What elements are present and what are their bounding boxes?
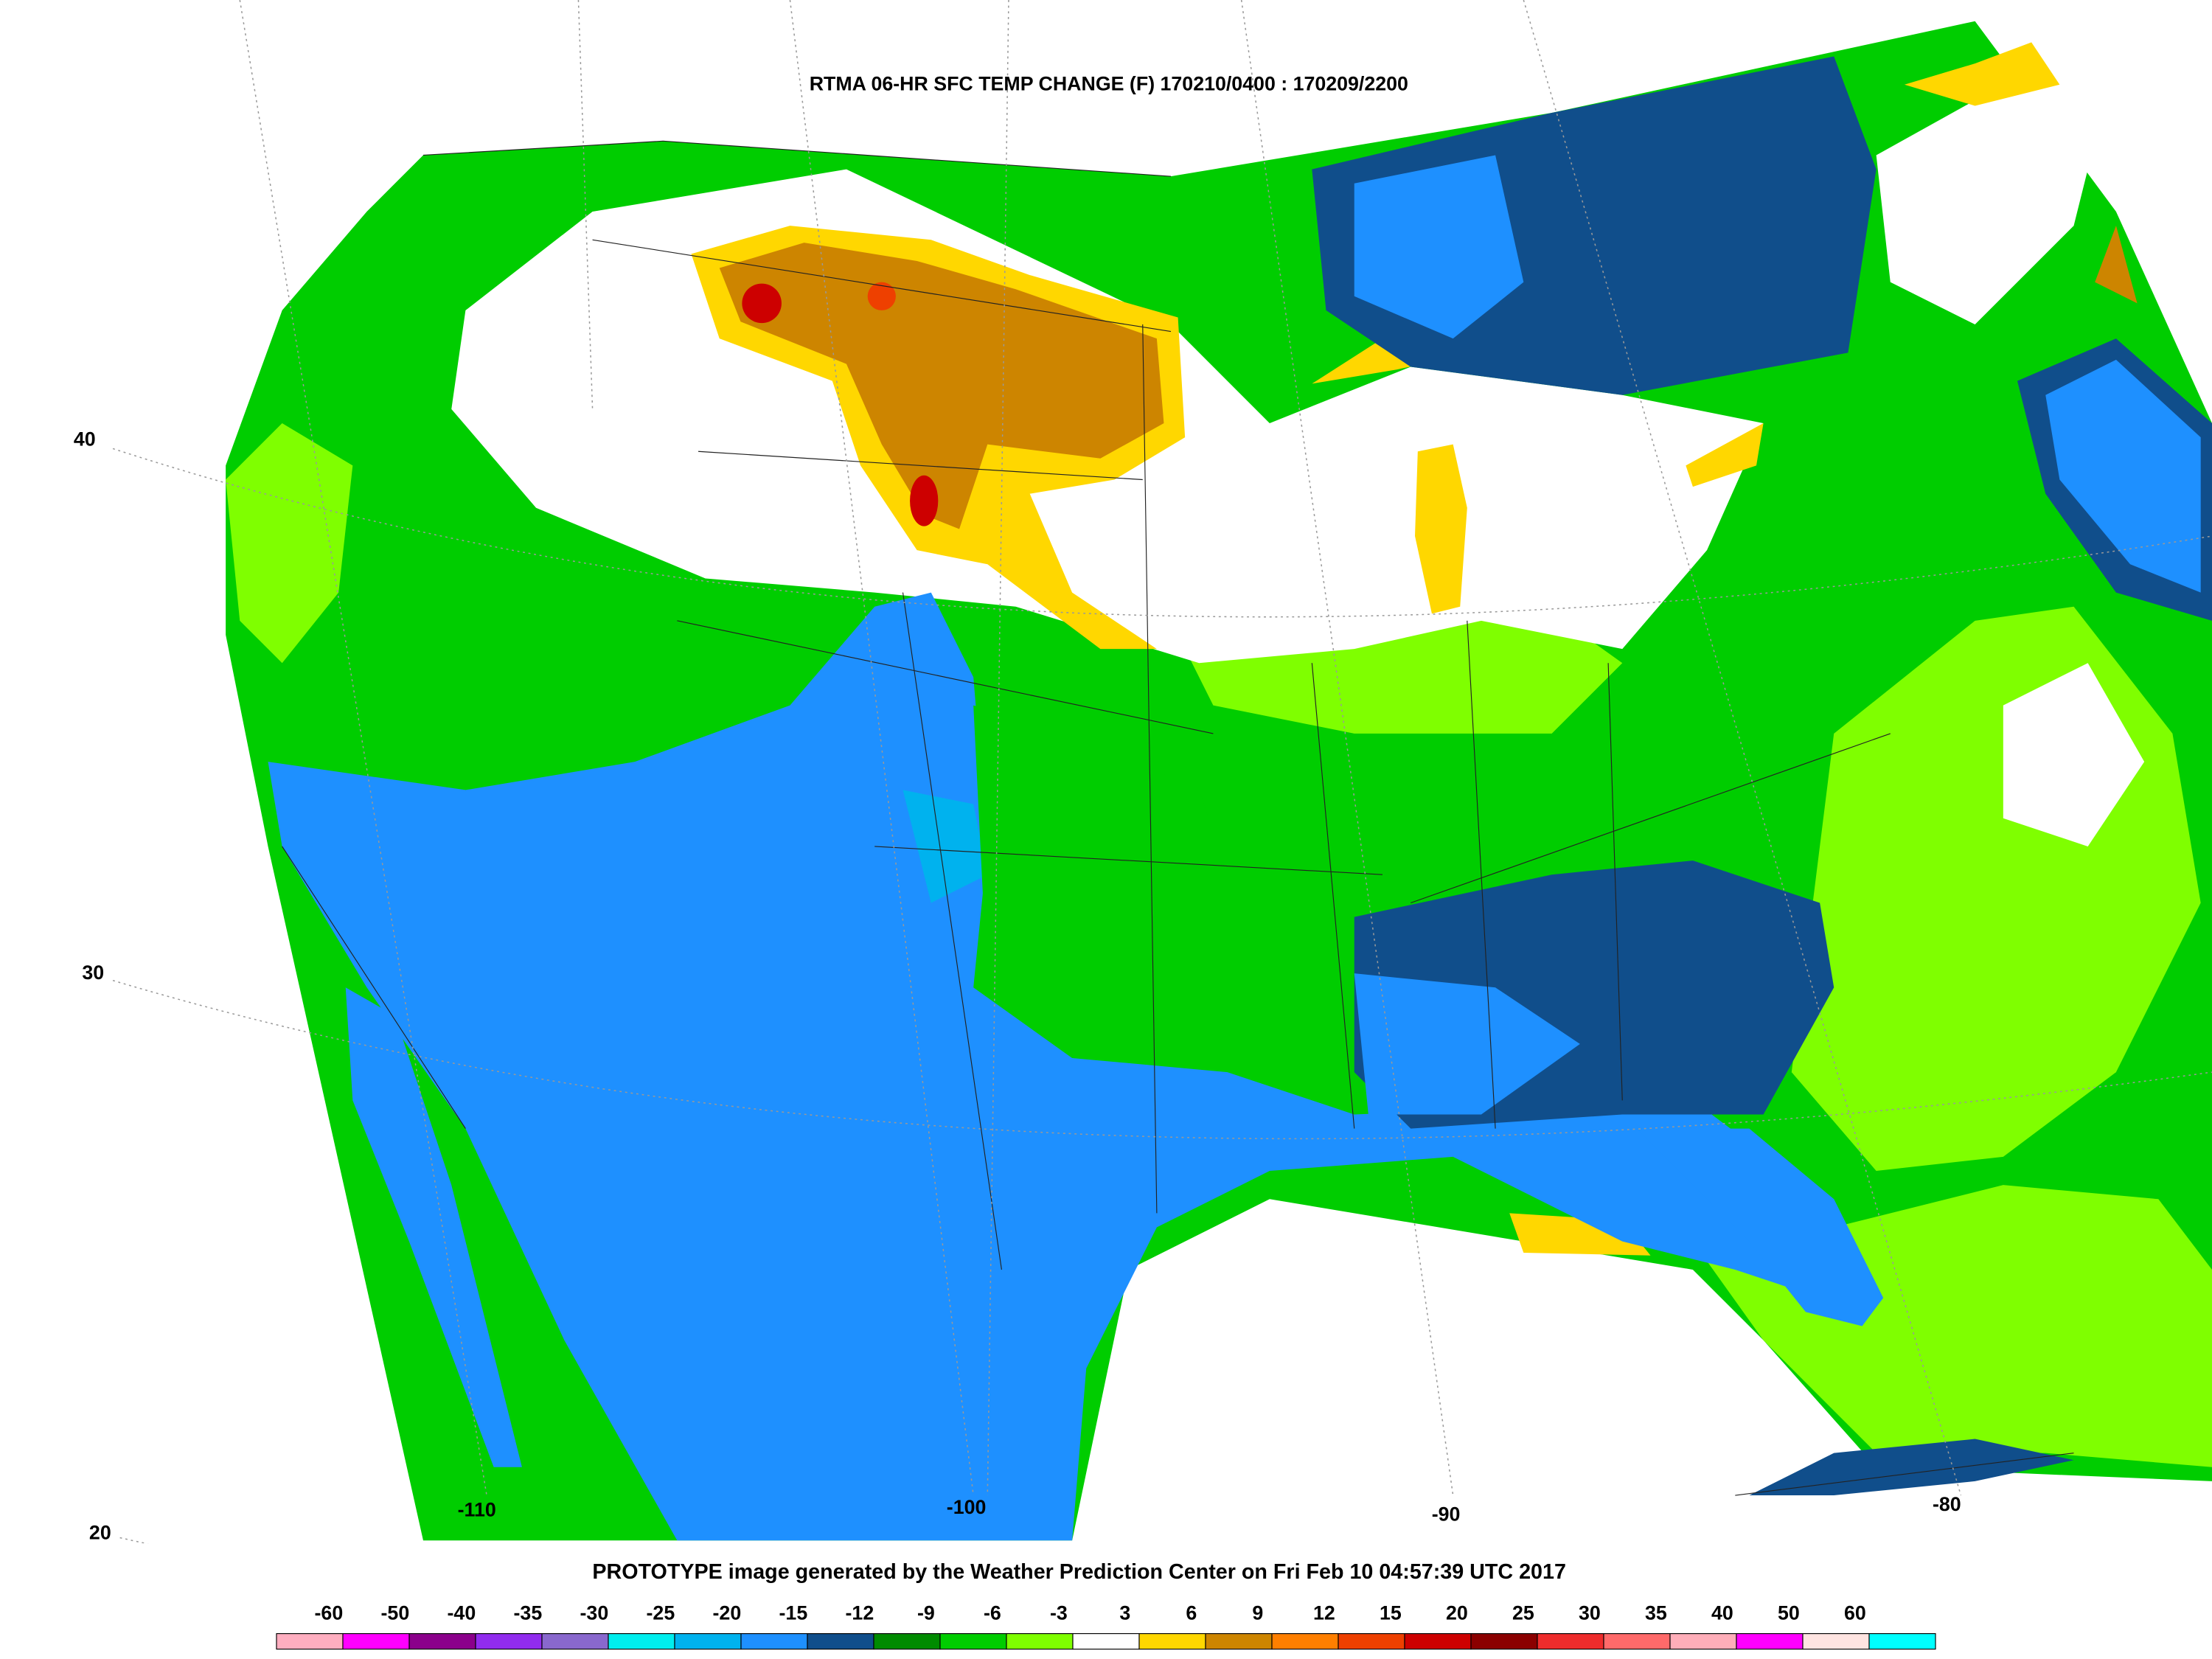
region-gold-lake-michigan xyxy=(1415,444,1467,614)
legend-label: -3 xyxy=(1050,1601,1068,1624)
longitude-label-90: -90 xyxy=(1432,1503,1461,1525)
region-blue-florida xyxy=(1636,1128,1884,1326)
map-fill xyxy=(226,21,2212,1541)
region-baja xyxy=(345,987,522,1467)
legend-label: 6 xyxy=(1186,1601,1197,1624)
legend-swatch xyxy=(1669,1632,1737,1650)
longitude-label-110: -110 xyxy=(458,1499,496,1521)
legend-label: -60 xyxy=(315,1601,344,1624)
legend-label: 60 xyxy=(1844,1601,1866,1624)
legend-label: -9 xyxy=(917,1601,935,1624)
footer-note: PROTOTYPE image generated by the Weather… xyxy=(592,1560,1566,1584)
region-white-atlantic xyxy=(2003,663,2145,846)
region-orange-quebec xyxy=(2095,226,2138,304)
legend-swatch xyxy=(1736,1632,1804,1650)
legend-label: -50 xyxy=(381,1601,410,1624)
region-red-wyoming xyxy=(910,475,939,526)
region-cyan-patch xyxy=(902,790,988,903)
legend-label: -20 xyxy=(713,1601,742,1624)
legend-swatch xyxy=(1006,1632,1074,1650)
legend-swatch xyxy=(1072,1632,1140,1650)
legend-swatch xyxy=(1271,1632,1339,1650)
legend-label: 30 xyxy=(1579,1601,1601,1624)
legend-swatch xyxy=(408,1632,476,1650)
legend-swatch xyxy=(939,1632,1007,1650)
map-title: RTMA 06-HR SFC TEMP CHANGE (F) 170210/04… xyxy=(810,72,1408,94)
latitude-label-20: 20 xyxy=(89,1521,111,1543)
legend-label: -15 xyxy=(779,1601,808,1624)
latitude-label-40: 40 xyxy=(74,428,96,451)
legend-swatch xyxy=(1338,1632,1405,1650)
legend-swatch xyxy=(475,1632,543,1650)
legend-swatch xyxy=(276,1632,344,1650)
region-red-montana-2 xyxy=(867,282,896,310)
legend-label: 40 xyxy=(1711,1601,1733,1624)
legend-swatch xyxy=(1603,1632,1671,1650)
legend-label: 9 xyxy=(1252,1601,1263,1624)
color-legend: -60 -50 -40 -35 -30 -25 -20 -15 -12 -9 -6 -3 3 6 9 12 15… xyxy=(276,1601,1936,1650)
legend-label: 20 xyxy=(1446,1601,1468,1624)
legend-swatch xyxy=(674,1632,742,1650)
legend-swatch xyxy=(1868,1632,1936,1650)
region-darkblue-cuba xyxy=(1749,1439,2074,1496)
legend-swatch xyxy=(1470,1632,1538,1650)
legend-label: -40 xyxy=(448,1601,476,1624)
legend-label: 35 xyxy=(1645,1601,1667,1624)
region-blue-northeast xyxy=(1354,155,1524,339)
region-white-northeast xyxy=(1876,56,2116,325)
region-gold-quebec xyxy=(1904,42,2060,106)
legend-swatch xyxy=(541,1632,609,1650)
legend-swatch xyxy=(1802,1632,1870,1650)
region-green-texas xyxy=(973,705,1242,1044)
legend-label: -35 xyxy=(514,1601,543,1624)
legend-swatch xyxy=(1537,1632,1604,1650)
longitude-label-80: -80 xyxy=(1933,1493,1961,1515)
legend-label: -30 xyxy=(580,1601,609,1624)
state-borders xyxy=(282,140,2074,1496)
legend-swatch xyxy=(1404,1632,1472,1650)
region-lime-west xyxy=(226,422,353,664)
legend-swatch xyxy=(1138,1632,1206,1650)
region-blue-southeast xyxy=(1354,973,1580,1115)
legend-swatch xyxy=(807,1632,874,1650)
legend-label: 15 xyxy=(1380,1601,1402,1624)
legend-swatch xyxy=(1205,1632,1273,1650)
legend-label: 50 xyxy=(1778,1601,1800,1624)
longitude-label-100: -100 xyxy=(947,1496,987,1518)
legend-swatch xyxy=(873,1632,941,1650)
latitude-label-30: 30 xyxy=(82,961,104,984)
region-blue-southwest xyxy=(268,592,1863,1541)
legend-swatch xyxy=(608,1632,675,1650)
legend-swatch xyxy=(740,1632,808,1650)
legend-label: 12 xyxy=(1313,1601,1335,1624)
region-blue-atlantic xyxy=(2045,359,2201,593)
legend-label: 3 xyxy=(1119,1601,1130,1624)
legend-label: -6 xyxy=(984,1601,1001,1624)
legend-label: 25 xyxy=(1512,1601,1534,1624)
legend-swatch xyxy=(342,1632,410,1650)
legend-label: -12 xyxy=(846,1601,874,1624)
legend-label: -25 xyxy=(647,1601,675,1624)
region-red-montana xyxy=(742,283,782,324)
region-gold-lake-ontario xyxy=(1686,422,1764,487)
region-orange-plains xyxy=(719,243,1164,529)
